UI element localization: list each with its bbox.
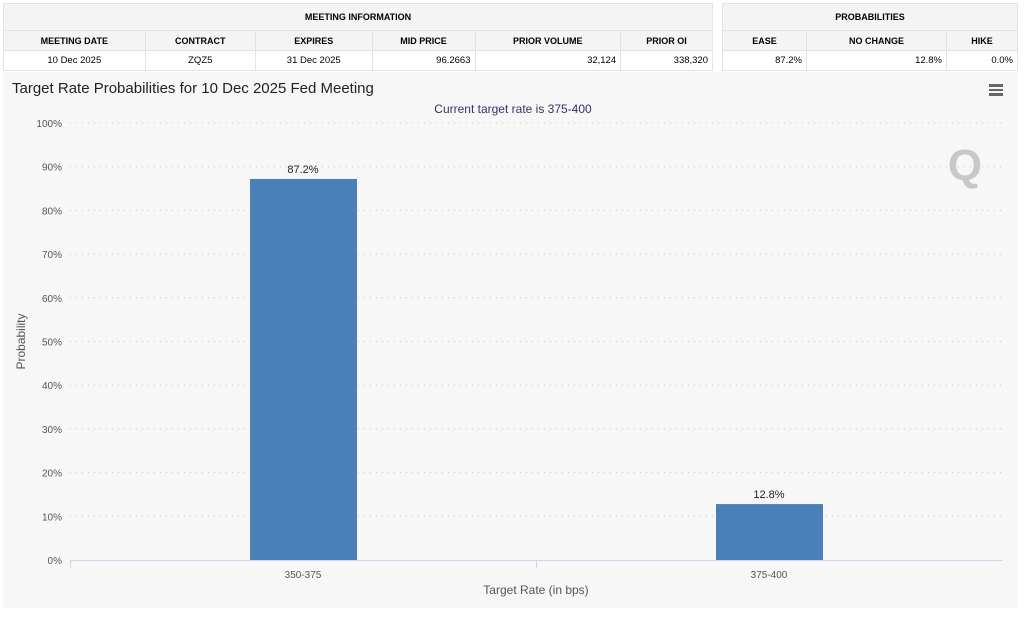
col-no-change: NO CHANGE (806, 30, 947, 51)
x-tick-label: 375-400 (751, 570, 788, 581)
y-tick-label: 90% (42, 163, 62, 174)
col-meeting-date: MEETING DATE (3, 30, 146, 51)
y-tick-label: 50% (42, 338, 62, 349)
col-prior-volume: PRIOR VOLUME (474, 30, 622, 51)
y-tick-label: 80% (42, 206, 62, 217)
chart-panel: Q 0% 10% 20% 30% 40% 50% 60% 70% 80% 90% 100% 87.2% 3… (3, 72, 1018, 608)
hike-value: 0.0% (946, 50, 1018, 71)
meeting-date: 10 Dec 2025 (3, 50, 146, 71)
hamburger-menu-icon[interactable] (989, 84, 1003, 98)
probabilities-header: PROBABILITIES (722, 3, 1018, 31)
y-tick-label: 10% (42, 512, 62, 523)
chart-title: Target Rate Probabilities for 10 Dec 202… (12, 80, 374, 97)
data-label: 12.8% (753, 489, 784, 501)
meeting-information-header: MEETING INFORMATION (3, 3, 713, 31)
y-tick-label: 20% (42, 469, 62, 480)
q-logo-icon: Q (948, 141, 982, 190)
table-row: 87.2% 12.8% 0.0% (722, 50, 1018, 71)
y-tick-label: 0% (48, 556, 63, 567)
mid-price: 96.2663 (371, 50, 476, 71)
ease-value: 87.2% (722, 50, 807, 71)
meeting-information-table: MEETING INFORMATION MEETING DATE CONTRAC… (3, 3, 713, 71)
contract: ZQZ5 (144, 50, 256, 71)
col-ease: EASE (722, 30, 807, 51)
bar-375-400[interactable] (716, 504, 823, 560)
no-change-value: 12.8% (806, 50, 947, 71)
y-tick-label: 30% (42, 425, 62, 436)
y-tick-label: 70% (42, 250, 62, 261)
prior-volume: 32,124 (474, 50, 622, 71)
y-tick-label: 40% (42, 381, 62, 392)
chart-subtitle: Current target rate is 375-400 (434, 102, 592, 116)
table-row: 10 Dec 2025 ZQZ5 31 Dec 2025 96.2663 32,… (3, 50, 713, 71)
expires: 31 Dec 2025 (254, 50, 373, 71)
y-tick-label: 100% (36, 119, 62, 130)
col-expires: EXPIRES (254, 30, 373, 51)
col-mid-price: MID PRICE (371, 30, 476, 51)
prior-oi: 338,320 (620, 50, 713, 71)
y-tick-label: 60% (42, 294, 62, 305)
col-hike: HIKE (946, 30, 1018, 51)
bar-chart: Q 0% 10% 20% 30% 40% 50% 60% 70% 80% 90% 100% 87.2% 3… (14, 102, 1002, 597)
bar-350-375[interactable] (250, 178, 357, 560)
x-axis-title: Target Rate (in bps) (483, 583, 588, 597)
y-axis-title: Probability (14, 313, 28, 369)
probabilities-table: PROBABILITIES EASE NO CHANGE HIKE 87.2% … (722, 3, 1018, 71)
x-tick-label: 350-375 (285, 570, 322, 581)
col-contract: CONTRACT (144, 30, 256, 51)
data-label: 87.2% (287, 164, 318, 176)
col-prior-oi: PRIOR OI (620, 30, 713, 51)
